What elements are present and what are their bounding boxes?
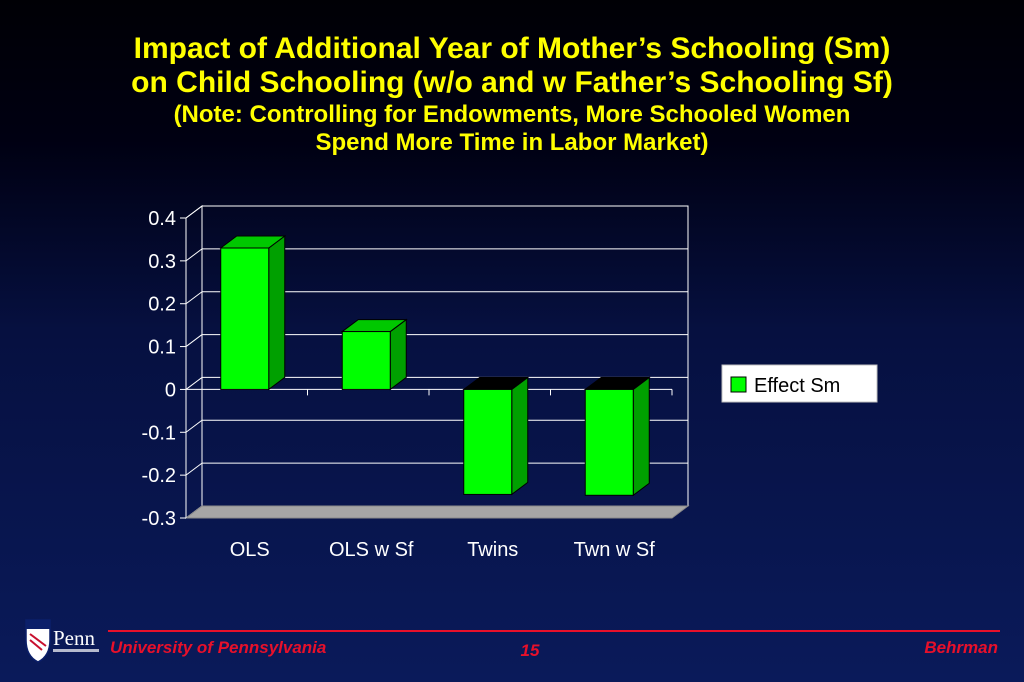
footer-page-number: 15 — [520, 641, 540, 660]
bar-side — [268, 235, 286, 391]
bar-chart: 0.4 0.3 0.2 0.1 0 -0.1 -0.2 -0.3 OLS OLS w Sf Twin… — [142, 205, 878, 561]
y-tick-label: 0.1 — [148, 337, 176, 359]
bar-front — [584, 388, 634, 496]
bar-front — [463, 388, 513, 495]
slide-title-line-1: Impact of Additional Year of Mother’s Sc… — [133, 32, 891, 65]
footer-author: Behrman — [924, 638, 998, 657]
y-tick-label: -0.3 — [142, 508, 176, 530]
grid-line-side — [185, 419, 203, 433]
grid-line-side — [185, 462, 203, 476]
grid-line-side — [185, 334, 203, 347]
penn-logo: Penn — [25, 619, 99, 663]
y-tick-label: -0.2 — [142, 465, 176, 487]
footer-divider — [108, 630, 1000, 632]
slide-note-line-1: (Note: Controlling for Endowments, More … — [173, 101, 851, 128]
bar-1 — [219, 235, 287, 391]
grid-line-side — [185, 248, 203, 262]
grid-line-side — [185, 205, 203, 219]
x-tick-label: OLS — [230, 539, 270, 561]
legend: Effect Sm — [721, 364, 878, 403]
y-tick-label: 0 — [165, 379, 176, 401]
bar-3 — [462, 376, 530, 496]
y-tick-label: 0.3 — [148, 251, 176, 273]
legend-box — [721, 364, 878, 403]
bar-side — [511, 376, 529, 496]
grid-line-side — [185, 291, 203, 305]
footer-university: University of Pennsylvania — [110, 638, 327, 657]
chart-floor — [184, 505, 690, 519]
slide-title-line-2: on Child Schooling (w/o and w Father’s S… — [131, 66, 893, 99]
bar-2 — [340, 318, 408, 391]
chart-side-wall — [185, 205, 203, 519]
x-tick-label: Twn w Sf — [574, 539, 656, 561]
bar-front — [220, 247, 270, 390]
legend-swatch — [730, 376, 747, 393]
slide-note-line-2: Spend More Time in Labor Market) — [315, 129, 709, 156]
x-tick-label: Twins — [467, 539, 518, 561]
y-tick-label: 0.2 — [148, 294, 176, 316]
bar-4 — [583, 376, 651, 497]
penn-logo-text: Penn — [53, 626, 96, 650]
bar-front — [341, 331, 391, 390]
x-tick-label: OLS w Sf — [329, 539, 414, 561]
grid-line-side — [185, 377, 203, 390]
y-tick-label: 0.4 — [148, 208, 176, 230]
y-tick-label: -0.1 — [142, 422, 176, 444]
bar-side — [632, 376, 650, 497]
legend-label: Effect Sm — [754, 375, 840, 397]
